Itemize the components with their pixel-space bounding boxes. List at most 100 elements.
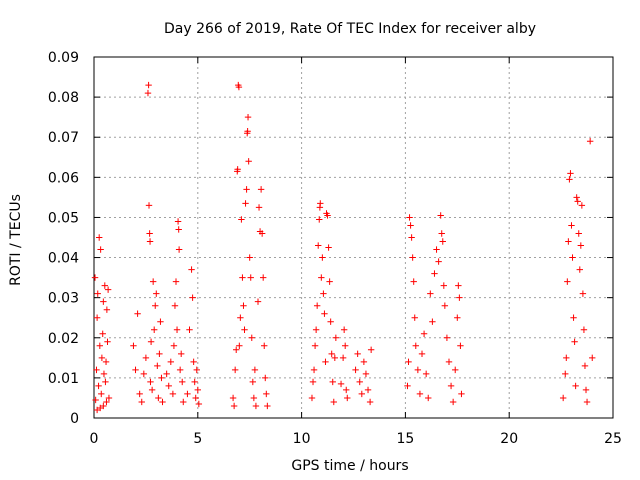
data-point	[416, 390, 424, 398]
data-point	[565, 238, 572, 245]
data-point	[191, 378, 198, 386]
data-point	[100, 298, 107, 305]
data-point	[146, 230, 153, 237]
data-point	[580, 326, 588, 333]
y-tick-label: 0.05	[48, 210, 79, 226]
data-point	[193, 366, 200, 374]
data-point	[103, 306, 111, 313]
data-point	[360, 358, 368, 366]
data-point	[244, 113, 252, 121]
data-point	[308, 394, 316, 402]
data-point	[408, 234, 415, 241]
data-point	[176, 366, 184, 374]
data-point	[321, 310, 328, 317]
data-point	[247, 274, 254, 281]
data-point	[569, 254, 576, 261]
data-point	[145, 202, 153, 209]
data-point	[404, 382, 411, 390]
data-point	[255, 204, 263, 211]
data-point	[354, 350, 361, 358]
data-point	[458, 390, 465, 398]
data-point	[159, 398, 166, 406]
data-point	[98, 354, 106, 362]
data-point	[352, 366, 359, 374]
data-point	[315, 242, 322, 249]
data-point	[572, 382, 579, 390]
data-point	[445, 358, 453, 366]
chart-title: Day 266 of 2019, Rate Of TEC Index for r…	[164, 21, 536, 37]
data-point	[241, 326, 248, 333]
data-point	[411, 314, 418, 321]
data-point	[578, 202, 586, 209]
data-point	[101, 282, 108, 289]
data-point	[452, 366, 459, 374]
data-point	[142, 354, 150, 362]
data-point	[261, 342, 268, 349]
data-point	[144, 89, 152, 97]
data-point	[173, 326, 181, 333]
data-point	[240, 302, 247, 309]
data-point	[356, 378, 363, 386]
data-point	[577, 242, 585, 249]
y-tick-label: 0.07	[48, 130, 79, 146]
data-point	[175, 226, 182, 233]
data-point	[263, 390, 270, 398]
data-point	[318, 274, 325, 281]
data-point	[316, 216, 323, 223]
data-point	[102, 358, 110, 366]
data-point	[589, 354, 596, 362]
data-point	[244, 128, 251, 135]
data-point	[435, 258, 442, 265]
y-tick-label: 0.02	[48, 331, 79, 347]
data-point	[136, 390, 143, 398]
data-point	[165, 382, 172, 390]
data-point	[344, 394, 351, 402]
data-point	[235, 83, 243, 91]
data-point	[192, 394, 199, 402]
data-point	[312, 326, 320, 333]
data-point	[327, 318, 334, 325]
x-tick-label: 15	[396, 431, 414, 447]
tick-label-group: 0 5 10 15 20 25 0 0.01 0.02 0.03 0.04 0.05 0.06 0.07 0…	[48, 50, 622, 447]
data-point	[172, 278, 180, 285]
points-group	[91, 81, 596, 414]
data-point	[100, 370, 108, 378]
data-point	[440, 282, 448, 289]
x-tick-label: 20	[500, 431, 518, 447]
data-point	[239, 274, 246, 281]
data-point	[138, 398, 145, 406]
data-point	[437, 212, 444, 219]
data-point	[425, 394, 432, 402]
data-point	[259, 274, 267, 281]
data-point	[358, 390, 366, 398]
data-point	[583, 398, 591, 406]
y-tick-label: 0.03	[48, 291, 79, 307]
y-tick-label: 0.04	[48, 251, 79, 267]
data-point	[243, 186, 250, 193]
data-point	[433, 246, 440, 253]
data-point	[562, 370, 569, 378]
data-point	[258, 230, 266, 237]
data-point	[167, 358, 175, 366]
data-point	[341, 342, 349, 349]
data-point	[177, 350, 185, 358]
data-point	[422, 370, 430, 378]
data-point	[367, 346, 375, 354]
data-point	[93, 366, 100, 374]
data-point	[567, 170, 574, 177]
data-point	[233, 346, 240, 354]
data-point	[174, 218, 182, 225]
data-point	[310, 366, 318, 374]
data-point	[438, 230, 445, 237]
data-point	[157, 318, 164, 325]
data-point	[340, 326, 348, 333]
data-point	[311, 342, 319, 349]
data-point	[564, 278, 571, 285]
data-point	[328, 350, 335, 358]
data-point	[330, 398, 337, 406]
data-point	[103, 398, 110, 406]
data-point	[237, 314, 244, 321]
data-point	[412, 342, 419, 349]
data-point	[427, 290, 434, 297]
